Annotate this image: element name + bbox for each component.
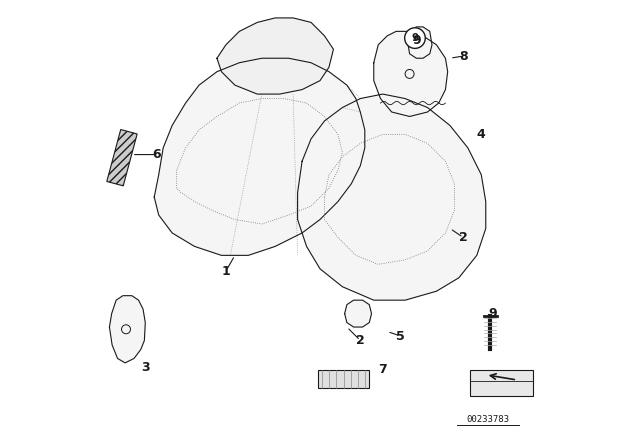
- Text: 00233783: 00233783: [467, 415, 509, 424]
- Polygon shape: [154, 58, 365, 255]
- Polygon shape: [107, 129, 137, 186]
- Text: 6: 6: [152, 148, 161, 161]
- Bar: [470, 370, 532, 396]
- Polygon shape: [217, 18, 333, 94]
- Text: 4: 4: [477, 128, 486, 141]
- Text: 8: 8: [459, 49, 468, 63]
- Polygon shape: [407, 27, 432, 58]
- Text: 7: 7: [378, 363, 387, 376]
- Polygon shape: [109, 296, 145, 363]
- Text: 1: 1: [221, 264, 230, 278]
- Polygon shape: [374, 31, 448, 116]
- Text: 9: 9: [412, 34, 420, 47]
- Text: 3: 3: [141, 361, 150, 374]
- Text: 9: 9: [412, 33, 419, 43]
- Text: 2: 2: [459, 231, 468, 244]
- Circle shape: [404, 28, 425, 48]
- Polygon shape: [345, 300, 371, 327]
- Bar: [317, 370, 369, 388]
- Text: 9: 9: [488, 307, 497, 320]
- Text: 5: 5: [396, 329, 405, 343]
- Polygon shape: [298, 94, 486, 300]
- Text: 2: 2: [356, 334, 365, 347]
